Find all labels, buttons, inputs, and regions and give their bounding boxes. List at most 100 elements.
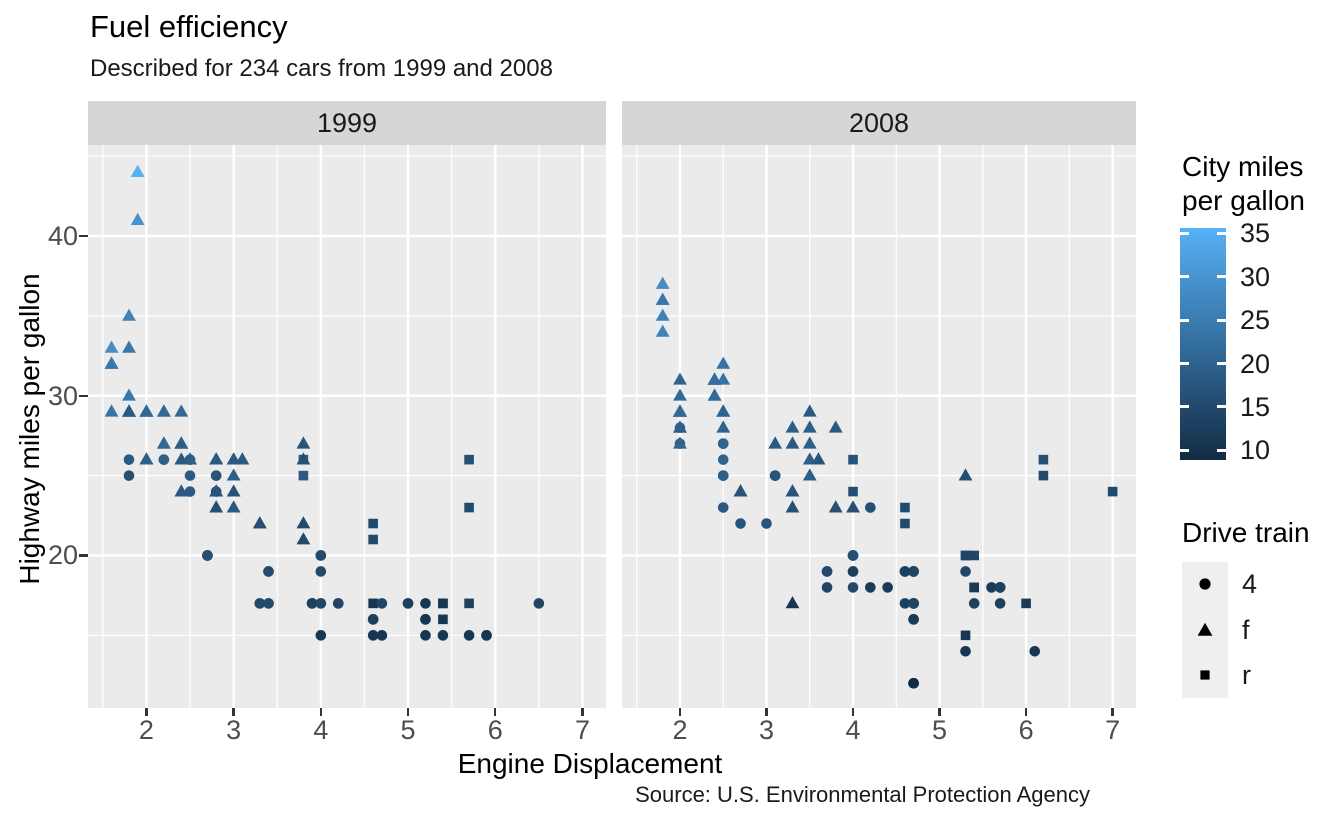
data-point	[209, 452, 224, 465]
data-point	[122, 404, 136, 417]
data-point	[802, 404, 817, 417]
data-point	[315, 550, 327, 561]
data-point	[811, 452, 826, 465]
data-point	[263, 566, 274, 577]
x-axis-tick-label: 3	[226, 715, 242, 745]
data-point	[1038, 470, 1049, 481]
data-point	[865, 502, 876, 513]
data-point	[332, 598, 344, 609]
data-point	[438, 614, 448, 625]
data-point	[210, 470, 222, 481]
data-point	[785, 500, 800, 513]
data-point	[960, 646, 971, 657]
color-legend-title: City miles per gallon	[1182, 150, 1305, 218]
x-axis-tick-label: 3	[758, 715, 775, 745]
data-point	[376, 630, 388, 641]
data-point	[158, 454, 170, 465]
data-point	[306, 598, 318, 609]
x-axis-tick-label: 5	[932, 715, 948, 745]
data-point	[254, 598, 266, 609]
data-point	[994, 598, 1006, 609]
legend-key-label-f: f	[1242, 615, 1250, 645]
data-point	[716, 420, 731, 433]
colorbar-tick-mark	[1180, 275, 1189, 279]
data-point	[802, 452, 817, 465]
data-point	[673, 420, 687, 433]
data-point	[768, 436, 783, 449]
data-point	[785, 420, 800, 433]
data-point	[960, 630, 971, 641]
data-point	[673, 388, 687, 401]
data-point	[376, 598, 388, 609]
data-point	[533, 598, 545, 609]
data-point	[209, 484, 224, 497]
data-point	[673, 436, 687, 449]
x-axis-tick-label: 7	[574, 715, 590, 745]
data-point	[315, 630, 327, 641]
x-axis-tick-mark	[765, 708, 768, 716]
y-axis-tick-mark	[79, 554, 88, 557]
x-axis-tick-mark	[581, 708, 584, 716]
data-point	[226, 484, 241, 497]
data-point	[122, 308, 136, 321]
data-point	[716, 372, 731, 385]
data-point	[655, 276, 670, 289]
data-point	[761, 518, 772, 529]
x-axis-tick-mark	[1111, 708, 1114, 716]
colorbar-tick-mark	[1217, 275, 1226, 279]
data-point	[1021, 598, 1031, 609]
data-point	[735, 518, 746, 529]
data-point	[481, 630, 492, 641]
data-point	[368, 534, 378, 545]
chart-subtitle: Described for 234 cars from 1999 and 200…	[90, 55, 553, 82]
x-axis-tick-mark	[678, 708, 682, 716]
data-point	[296, 516, 311, 529]
x-axis-tick-label: 2	[138, 715, 154, 745]
colorbar-tick-mark	[1217, 231, 1226, 235]
data-point	[969, 550, 979, 561]
data-point	[865, 582, 876, 593]
data-point	[969, 582, 979, 593]
color-legend-title-line1: City miles	[1182, 151, 1304, 182]
data-point	[296, 452, 311, 465]
data-point	[655, 292, 670, 305]
data-point	[464, 598, 474, 609]
data-point	[717, 438, 729, 449]
data-point	[821, 582, 833, 593]
data-point	[367, 630, 379, 641]
colorbar-tick-label: 15	[1240, 391, 1271, 422]
caption: Source: U.S. Environmental Protection Ag…	[635, 782, 1090, 807]
data-point	[402, 598, 414, 609]
data-point	[367, 614, 379, 625]
data-point	[104, 356, 119, 369]
data-point	[130, 164, 145, 178]
data-point	[848, 454, 858, 465]
colorbar-tick-label: 20	[1240, 348, 1271, 379]
data-point	[156, 404, 171, 417]
data-point	[139, 452, 154, 465]
data-point	[463, 630, 475, 641]
colorbar-tick-mark	[1217, 405, 1226, 409]
data-point	[315, 566, 327, 577]
data-point	[847, 550, 859, 561]
facet-strip-2008: 2008	[622, 101, 1136, 145]
data-point	[908, 614, 919, 625]
data-point	[368, 518, 378, 529]
x-axis-tick-label: 6	[1018, 715, 1034, 745]
data-point	[184, 454, 196, 465]
data-point	[802, 420, 817, 433]
legend-key-triangle-icon	[1197, 622, 1213, 636]
data-point	[847, 582, 859, 593]
x-axis-tick-label: 5	[400, 715, 416, 745]
data-point	[900, 518, 910, 529]
data-point	[104, 404, 119, 417]
data-point	[802, 468, 817, 481]
data-point	[707, 388, 722, 401]
data-point	[986, 582, 997, 593]
color-legend-gradient-bar	[1180, 228, 1226, 460]
data-point	[848, 486, 858, 497]
y-axis-title: Highway miles per gallon	[14, 273, 45, 585]
data-point	[1107, 486, 1118, 497]
data-point	[960, 566, 971, 577]
